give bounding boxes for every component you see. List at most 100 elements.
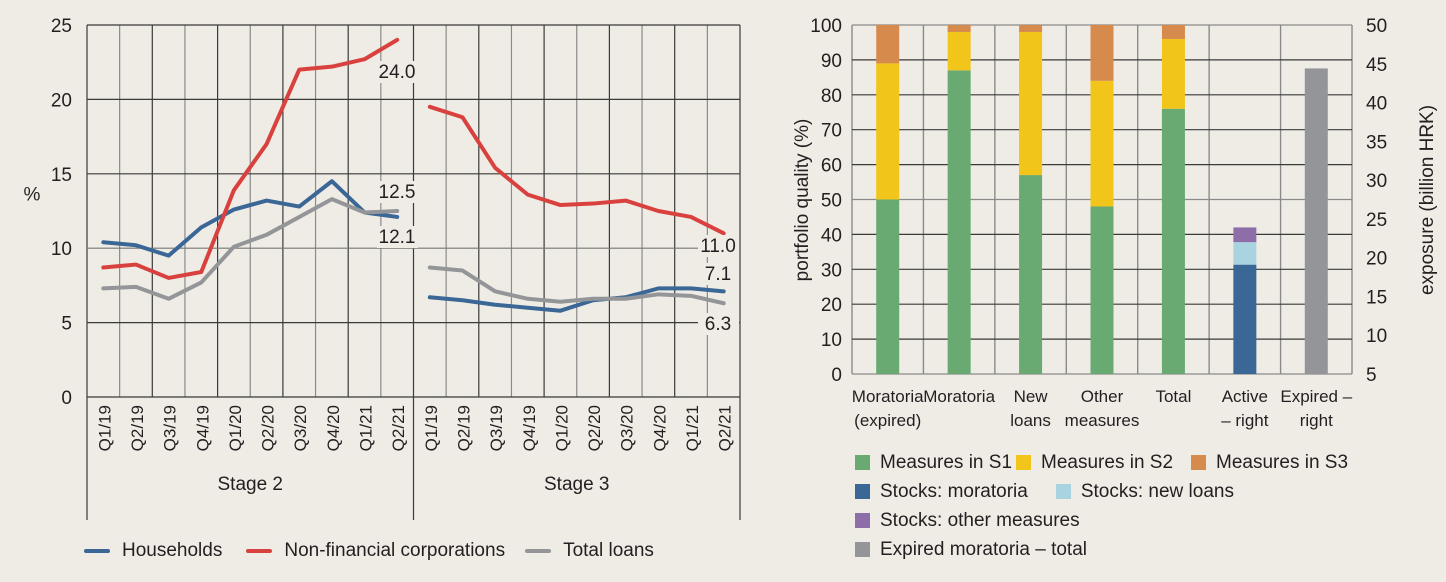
x-tick-label: Q4/19 <box>193 405 212 451</box>
legend-item-households: Households <box>84 540 222 562</box>
y-tick-label-right: 5 <box>1366 365 1377 386</box>
bar-segment-measures-in-s3 <box>947 25 971 32</box>
y-tick-label: 25 <box>51 16 72 37</box>
x-tick-label: Q1/20 <box>226 405 245 451</box>
series-line-households <box>427 286 726 313</box>
panel-label: Stage 3 <box>544 474 610 495</box>
legend-line-households <box>84 549 110 553</box>
legend-swatch-stocks-moratoria <box>855 484 870 499</box>
bar-segment-measures-in-s1 <box>1019 175 1043 374</box>
x-tick-label: Q3/20 <box>618 405 637 451</box>
legend-swatch-s2 <box>1016 455 1032 470</box>
series-line-total-loans <box>101 197 400 301</box>
bar-chart-legend: Measures in S1 Measures in S2 Measures i… <box>855 448 1348 564</box>
x-tick-label: Q1/21 <box>357 405 376 451</box>
x-tick-label: Q1/20 <box>552 405 571 451</box>
data-label: 6.3 <box>705 314 731 335</box>
y-axis-label-right: exposure (billion HRK) <box>1417 105 1438 295</box>
y-tick-label-left: 0 <box>831 365 842 386</box>
legend-label: Stocks: other measures <box>880 510 1080 531</box>
legend-row: Expired moratoria – total <box>855 535 1348 564</box>
y-axis-label: % <box>24 185 41 206</box>
bar-segment-measures-in-s2 <box>947 31 971 71</box>
bar-segment-measures-in-s1 <box>876 199 900 374</box>
y-tick-label-left: 100 <box>810 16 842 37</box>
y-tick-label: 0 <box>61 388 72 409</box>
x-tick-label: loans <box>1010 411 1051 430</box>
annotation-background <box>698 313 739 335</box>
y-tick-label-right: 30 <box>1366 171 1387 192</box>
y-tick-label: 5 <box>61 314 72 335</box>
y-tick-label-left: 60 <box>821 156 842 177</box>
y-tick-label: 15 <box>51 165 72 186</box>
y-tick-label-left: 50 <box>821 191 842 212</box>
x-tick-label: (expired) <box>854 411 921 430</box>
y-tick-label-left: 90 <box>821 51 842 72</box>
y-tick-label-left: 30 <box>821 260 842 281</box>
y-tick-label-left: 80 <box>821 86 842 107</box>
legend-item-total-loans: Total loans <box>525 540 654 562</box>
bar-segment-measures-in-s3 <box>1161 25 1185 39</box>
series-line-non-financial-corporations <box>427 104 726 236</box>
x-tick-label: Moratoria <box>923 387 995 406</box>
x-tick-label: Total <box>1155 387 1191 406</box>
bar-segment-measures-in-s1 <box>1090 206 1114 374</box>
x-tick-label: Other <box>1081 387 1124 406</box>
legend-row: Stocks: other measures <box>855 506 1348 535</box>
x-tick-label: Q3/19 <box>161 405 180 451</box>
annotation-background <box>377 226 418 248</box>
data-label: 12.1 <box>379 227 416 248</box>
line-chart-npl-ratio: 0 5 10 15 20 25% Q1/19 Q2/19 Q3/19 Q4/19 Q1/20 Q2/2… <box>24 16 741 520</box>
x-tick-label: Q2/19 <box>454 405 473 451</box>
x-tick-label: Moratoria <box>852 387 924 406</box>
y-tick-label-right: 15 <box>1366 287 1387 308</box>
y-tick-label-right: 40 <box>1366 94 1387 115</box>
x-tick-label: Q1/21 <box>683 405 702 451</box>
annotation-background <box>377 181 418 203</box>
legend-swatch-stocks-other <box>855 513 870 528</box>
y-tick-label: 20 <box>51 90 72 111</box>
legend-label: Total loans <box>563 540 654 561</box>
x-tick-label: measures <box>1065 411 1140 430</box>
data-label: 7.1 <box>705 264 731 285</box>
bar-segment-expired-moratoria-total <box>1304 68 1328 374</box>
bar-segment-measures-in-s3 <box>1019 25 1043 32</box>
x-tick-label: Q4/19 <box>520 405 539 451</box>
legend-label: Measures in S1 <box>880 452 1013 473</box>
x-tick-label: Q2/21 <box>389 405 408 451</box>
x-tick-label: New <box>1014 387 1049 406</box>
stacked-bar-chart-portfolio-quality: 0 10 20 30 40 50 60 70 80 90 100 5 10 15 20 25 30 35 40 45 5… <box>792 16 1438 430</box>
legend-row: Measures in S1 Measures in S2 Measures i… <box>855 448 1348 477</box>
y-tick-label-right: 10 <box>1366 326 1387 347</box>
y-tick-label-right: 20 <box>1366 249 1387 270</box>
line-chart-legend: Households Non-financial corporations To… <box>84 540 672 562</box>
annotation-background <box>698 263 739 285</box>
x-tick-label: Expired – <box>1280 387 1352 406</box>
bar-segment-measures-in-s2 <box>1019 31 1043 176</box>
legend-swatch-s1 <box>855 455 870 470</box>
legend-item-nfc: Non-financial corporations <box>246 540 505 562</box>
x-tick-label: – right <box>1221 411 1269 430</box>
bar-segment-measures-in-s1 <box>947 70 971 375</box>
y-tick-label-right: 50 <box>1366 16 1387 37</box>
bar-segment-stocks-moratoria <box>1233 264 1257 374</box>
bar-segment-measures-in-s1 <box>1161 108 1185 374</box>
series-line-total-loans <box>427 265 726 306</box>
y-tick-label-left: 20 <box>821 295 842 316</box>
legend-label: Households <box>122 540 223 561</box>
x-tick-label: Q4/20 <box>324 405 343 451</box>
legend-row: Stocks: moratoria Stocks: new loans <box>855 477 1348 506</box>
x-tick-label: Q1/19 <box>95 405 114 451</box>
x-tick-label: Q1/19 <box>422 405 441 451</box>
y-tick-label-left: 70 <box>821 121 842 142</box>
data-label: 24.0 <box>379 62 416 83</box>
legend-swatch-s3 <box>1191 455 1207 470</box>
legend-swatch-expired-total <box>855 542 870 557</box>
x-tick-label: Q2/19 <box>128 405 147 451</box>
x-tick-label: Q2/20 <box>585 405 604 451</box>
bar-segment-stocks-other-measures <box>1233 227 1257 243</box>
y-tick-label-right: 25 <box>1366 210 1387 231</box>
y-tick-label-left: 10 <box>821 330 842 351</box>
annotation-background <box>698 235 739 257</box>
series-line-households <box>101 179 400 258</box>
